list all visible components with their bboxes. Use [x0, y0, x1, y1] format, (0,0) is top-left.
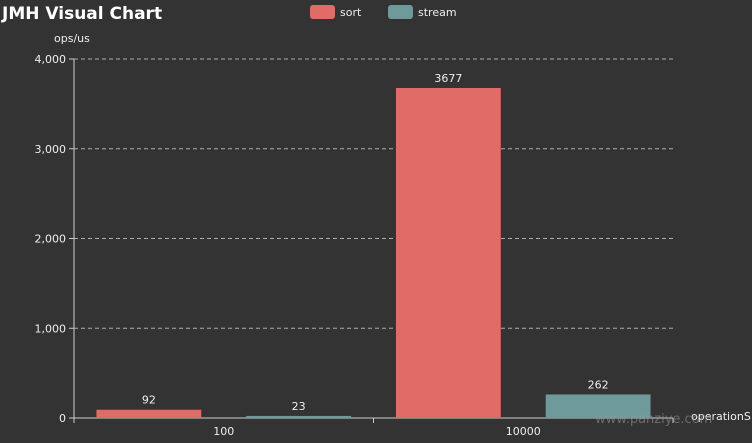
x-tick-label: 100 [213, 425, 234, 438]
bars[interactable] [96, 87, 651, 418]
legend-item-sort[interactable]: sort [310, 5, 362, 19]
y-axis-label: ops/us [54, 32, 90, 45]
bar-stream-100[interactable] [246, 415, 352, 418]
legend-label-stream: stream [418, 6, 457, 19]
y-axis-ticks: 0 1,000 2,000 3,000 4,000 [35, 53, 74, 425]
data-labels: 92 23 3677 262 [142, 72, 609, 413]
legend-item-stream[interactable]: stream [388, 5, 457, 19]
data-label-stream-100: 23 [292, 400, 306, 413]
watermark: www.panziye.com [595, 412, 712, 427]
y-tick-label: 2,000 [35, 233, 67, 246]
y-tick-label: 3,000 [35, 143, 67, 156]
y-tick-label: 0 [59, 412, 66, 425]
y-tick-label: 1,000 [35, 322, 67, 335]
x-axis-label: operationS [691, 410, 751, 423]
chart-title: JMH Visual Chart [1, 4, 162, 24]
legend-swatch-sort [310, 5, 335, 19]
bar-sort-10000[interactable] [395, 87, 501, 418]
y-tick-label: 4,000 [35, 53, 67, 66]
x-tick-label: 10000 [506, 425, 541, 438]
data-label-sort-10000: 3677 [434, 72, 462, 85]
axes [73, 59, 673, 419]
grid-lines [74, 58, 673, 329]
data-label-stream-10000: 262 [588, 378, 609, 391]
legend[interactable]: sort stream [310, 5, 457, 19]
bar-stream-10000[interactable] [545, 394, 651, 418]
legend-label-sort: sort [340, 6, 362, 19]
legend-swatch-stream [388, 5, 413, 19]
data-label-sort-100: 92 [142, 394, 156, 407]
bar-sort-100[interactable] [96, 409, 202, 418]
x-axis-ticks: 100 10000 [73, 418, 674, 438]
